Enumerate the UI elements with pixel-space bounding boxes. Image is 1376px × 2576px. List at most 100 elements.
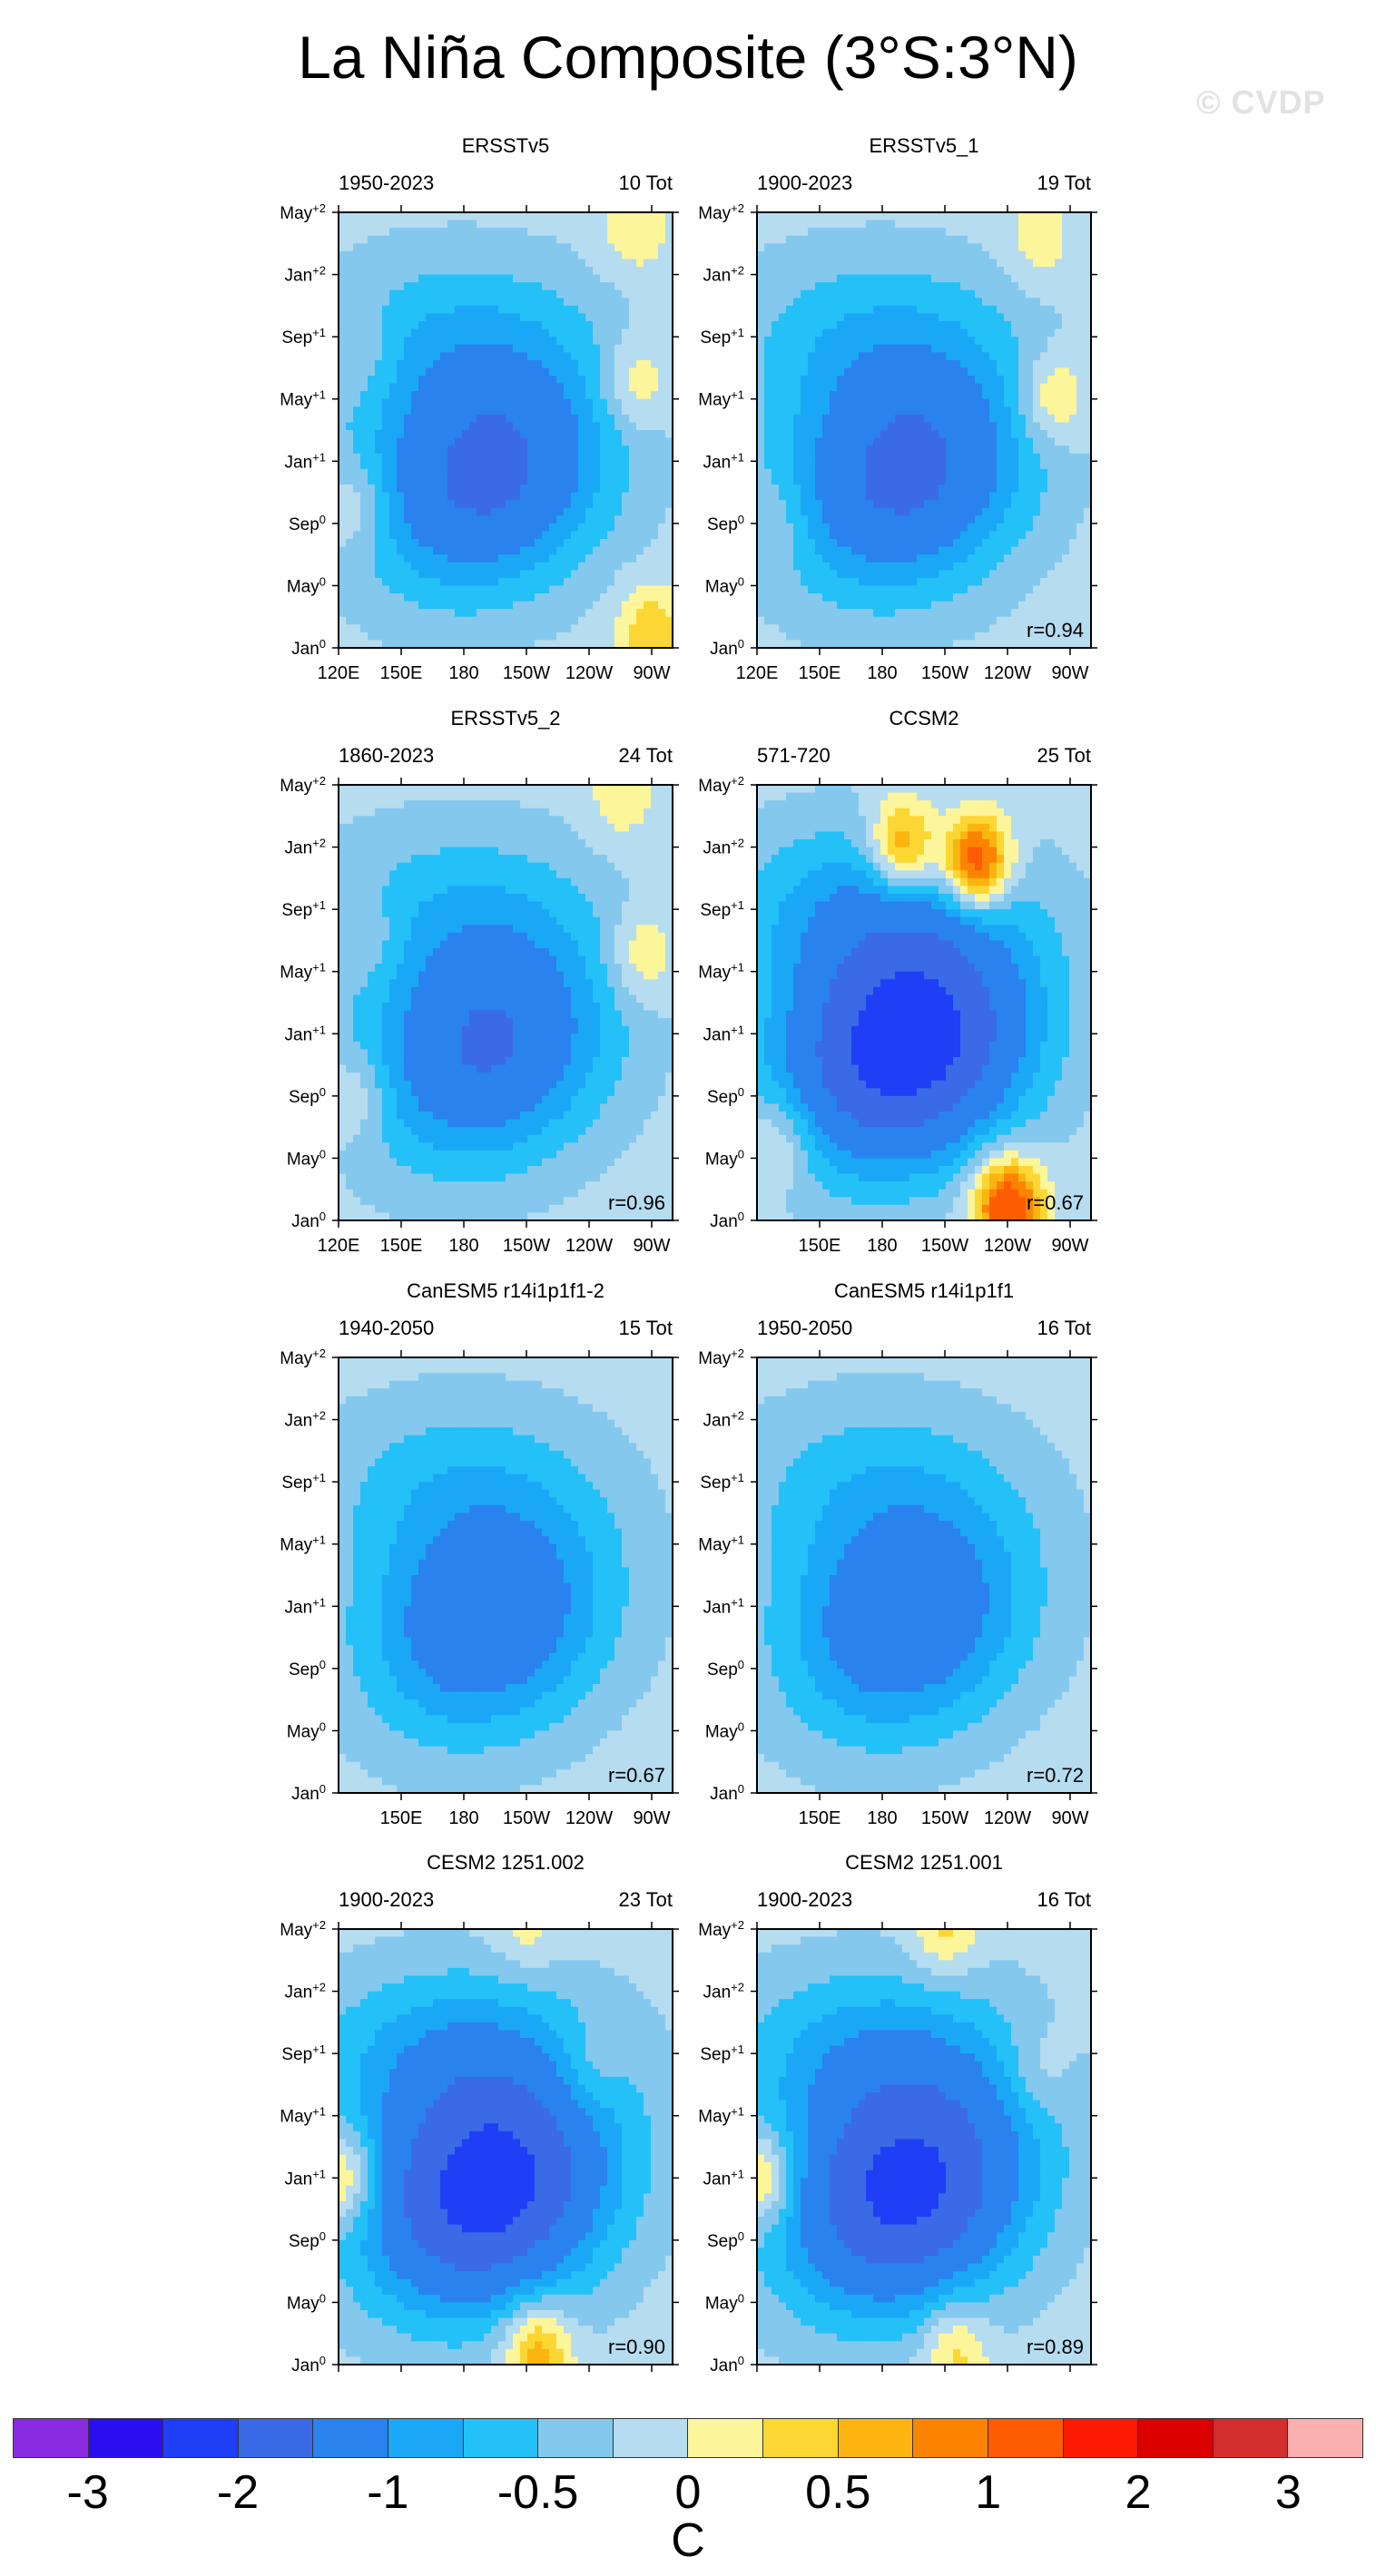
heatmap-cell	[909, 359, 918, 369]
heatmap-cell	[873, 531, 881, 540]
heatmap-cell	[375, 523, 383, 533]
heatmap-cell	[477, 406, 485, 416]
heatmap-cell	[462, 376, 470, 385]
heatmap-cell	[975, 485, 983, 494]
heatmap-cell	[564, 414, 572, 424]
heatmap-cell	[629, 492, 637, 501]
heatmap-cell	[1026, 453, 1034, 462]
heatmap-cell	[859, 539, 867, 548]
heatmap-cell	[411, 235, 419, 244]
heatmap-cell	[571, 485, 579, 494]
heatmap-cell	[389, 337, 398, 346]
heatmap-cell	[1084, 570, 1092, 579]
heatmap-cell	[353, 235, 361, 244]
heatmap-cell	[346, 500, 354, 509]
heatmap-cell	[513, 414, 521, 424]
heatmap-cell	[1026, 298, 1034, 307]
heatmap-cell	[888, 398, 896, 407]
heatmap-cell	[353, 422, 361, 431]
heatmap-cell	[917, 391, 925, 400]
heatmap-cell	[844, 531, 852, 540]
heatmap-cell	[822, 476, 831, 485]
heatmap-cell	[462, 570, 470, 579]
heatmap-cell	[593, 585, 601, 594]
heatmap-cell	[527, 212, 536, 221]
heatmap-cell	[535, 398, 543, 407]
heatmap-cell	[556, 531, 565, 540]
heatmap-cell	[527, 298, 536, 307]
heatmap-cell	[939, 235, 947, 244]
heatmap-cell	[909, 383, 918, 392]
heatmap-cell	[360, 554, 369, 563]
heatmap-cell	[859, 313, 867, 322]
heatmap-cell	[375, 485, 383, 494]
heatmap-cell	[830, 313, 838, 322]
heatmap-cell	[549, 562, 557, 571]
heatmap-cell	[902, 593, 910, 602]
heatmap-cell	[1033, 337, 1041, 346]
heatmap-cell	[585, 313, 594, 322]
heatmap-cell	[389, 468, 398, 478]
heatmap-cell	[895, 398, 903, 407]
heatmap-cell	[764, 585, 772, 594]
heatmap-cell	[462, 321, 470, 330]
heatmap-cell	[939, 422, 947, 431]
heatmap-cell	[477, 562, 485, 571]
heatmap-cell	[556, 593, 565, 602]
heatmap-cell	[793, 546, 801, 555]
heatmap-cell	[339, 640, 347, 649]
heatmap-cell	[462, 305, 470, 315]
heatmap-cell	[520, 624, 528, 633]
heatmap-cell	[629, 243, 637, 252]
heatmap-cell	[757, 562, 765, 571]
heatmap-cell	[1047, 593, 1056, 602]
heatmap-cell	[564, 228, 572, 237]
heatmap-cell	[822, 250, 831, 260]
heatmap-cell	[600, 577, 608, 587]
heatmap-cell	[549, 243, 557, 252]
heatmap-cell	[644, 539, 652, 548]
heatmap-cell	[924, 352, 932, 361]
heatmap-cell	[506, 492, 514, 501]
heatmap-cell	[822, 267, 831, 276]
heatmap-cell	[389, 624, 398, 633]
heatmap-cell	[866, 220, 874, 229]
heatmap-cell	[535, 391, 543, 400]
heatmap-cell	[924, 430, 932, 439]
heatmap-cell	[346, 228, 354, 237]
heatmap-cell	[830, 453, 838, 462]
heatmap-cell	[418, 259, 427, 268]
heatmap-cell	[564, 359, 572, 369]
heatmap-cell	[830, 562, 838, 571]
heatmap-cell	[375, 601, 383, 610]
heatmap-cell	[808, 235, 816, 244]
heatmap-cell	[607, 562, 615, 571]
heatmap-cell	[440, 376, 448, 385]
heatmap-cell	[614, 446, 623, 455]
heatmap-cell	[822, 430, 831, 439]
heatmap-cell	[614, 476, 623, 485]
heatmap-cell	[801, 430, 809, 439]
heatmap-cell	[368, 220, 376, 229]
heatmap-cell	[837, 593, 845, 602]
heatmap-cell	[851, 228, 860, 237]
heatmap-cell	[851, 554, 860, 563]
heatmap-cell	[411, 585, 419, 594]
heatmap-cell	[851, 282, 860, 291]
heatmap-cell	[931, 414, 939, 424]
heatmap-cell	[1062, 485, 1070, 494]
heatmap-cell	[665, 398, 673, 407]
heatmap-cell	[477, 609, 485, 618]
heatmap-cell	[477, 492, 485, 501]
heatmap-cell	[665, 593, 673, 602]
panel-title: ERSSTv5_1	[869, 134, 978, 157]
heatmap-cell	[873, 398, 881, 407]
heatmap-cell	[433, 468, 441, 478]
heatmap-cell	[953, 212, 961, 221]
heatmap-cell	[477, 344, 485, 353]
heatmap-cell	[339, 453, 347, 462]
heatmap-cell	[924, 476, 932, 485]
heatmap-cell	[801, 344, 809, 353]
heatmap-cell	[815, 476, 823, 485]
heatmap-cell	[757, 220, 765, 229]
